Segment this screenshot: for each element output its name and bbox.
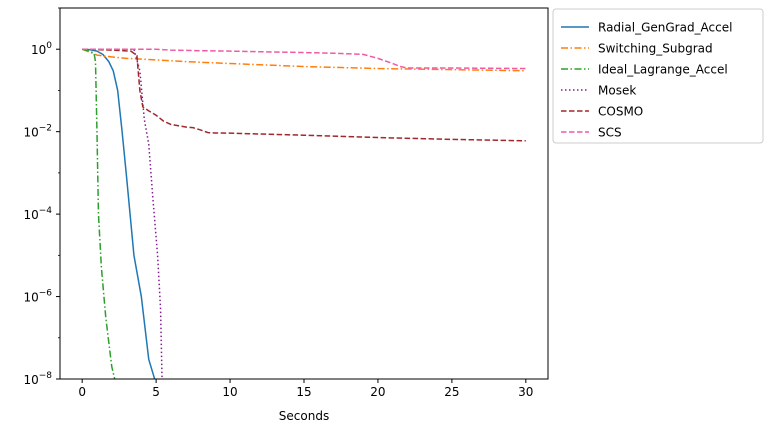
series-layer — [81, 48, 526, 379]
legend-item: Radial_GenGrad_Accel — [561, 21, 732, 35]
legend-frame — [552, 8, 764, 144]
series-line-radial-gengrad-accel — [82, 48, 156, 379]
legend-item: Switching_Subgrad — [561, 42, 713, 56]
series-line-scs — [82, 48, 526, 70]
y-tick-label: 100 — [31, 41, 52, 57]
y-tick-label: 10−6 — [23, 289, 52, 305]
series-line-mosek — [82, 48, 163, 379]
x-tick-label: 25 — [444, 385, 459, 399]
y-axis: 10−8 10−6 10−4 10−2 100 — [23, 7, 60, 387]
y-tick-label: 10−8 — [23, 371, 52, 387]
series-line-cosmo — [82, 48, 526, 142]
x-axis: 0 5 10 15 20 25 30 — [78, 379, 533, 399]
x-tick-label: 10 — [222, 385, 237, 399]
legend-label: Mosek — [598, 84, 636, 98]
plot-frame — [59, 7, 549, 380]
y-tick-label: 10−2 — [23, 124, 52, 140]
x-tick-label: 15 — [296, 385, 311, 399]
legend-item: COSMO — [561, 105, 643, 119]
y-tick-label: 10−4 — [23, 206, 52, 222]
legend-label: Radial_GenGrad_Accel — [598, 21, 732, 35]
x-tick-label: 0 — [78, 385, 86, 399]
legend-label: COSMO — [598, 105, 643, 119]
legend-label: Switching_Subgrad — [598, 42, 713, 56]
legend-label: Ideal_Lagrange_Accel — [598, 63, 728, 77]
legend-item: Ideal_Lagrange_Accel — [561, 63, 728, 77]
series-line-switching-subgrad — [81, 48, 526, 72]
x-tick-label: 30 — [518, 385, 533, 399]
legend-item: SCS — [561, 126, 622, 140]
x-tick-label: 5 — [152, 385, 160, 399]
series-line-ideal-lagrange-accel — [81, 48, 116, 379]
legend-label: SCS — [598, 126, 622, 140]
legend-item: Mosek — [561, 84, 636, 98]
x-tick-label: 20 — [370, 385, 385, 399]
x-axis-label: Seconds — [279, 409, 329, 423]
legend: Radial_GenGrad_Accel Switching_Subgrad Ide… — [552, 8, 764, 144]
